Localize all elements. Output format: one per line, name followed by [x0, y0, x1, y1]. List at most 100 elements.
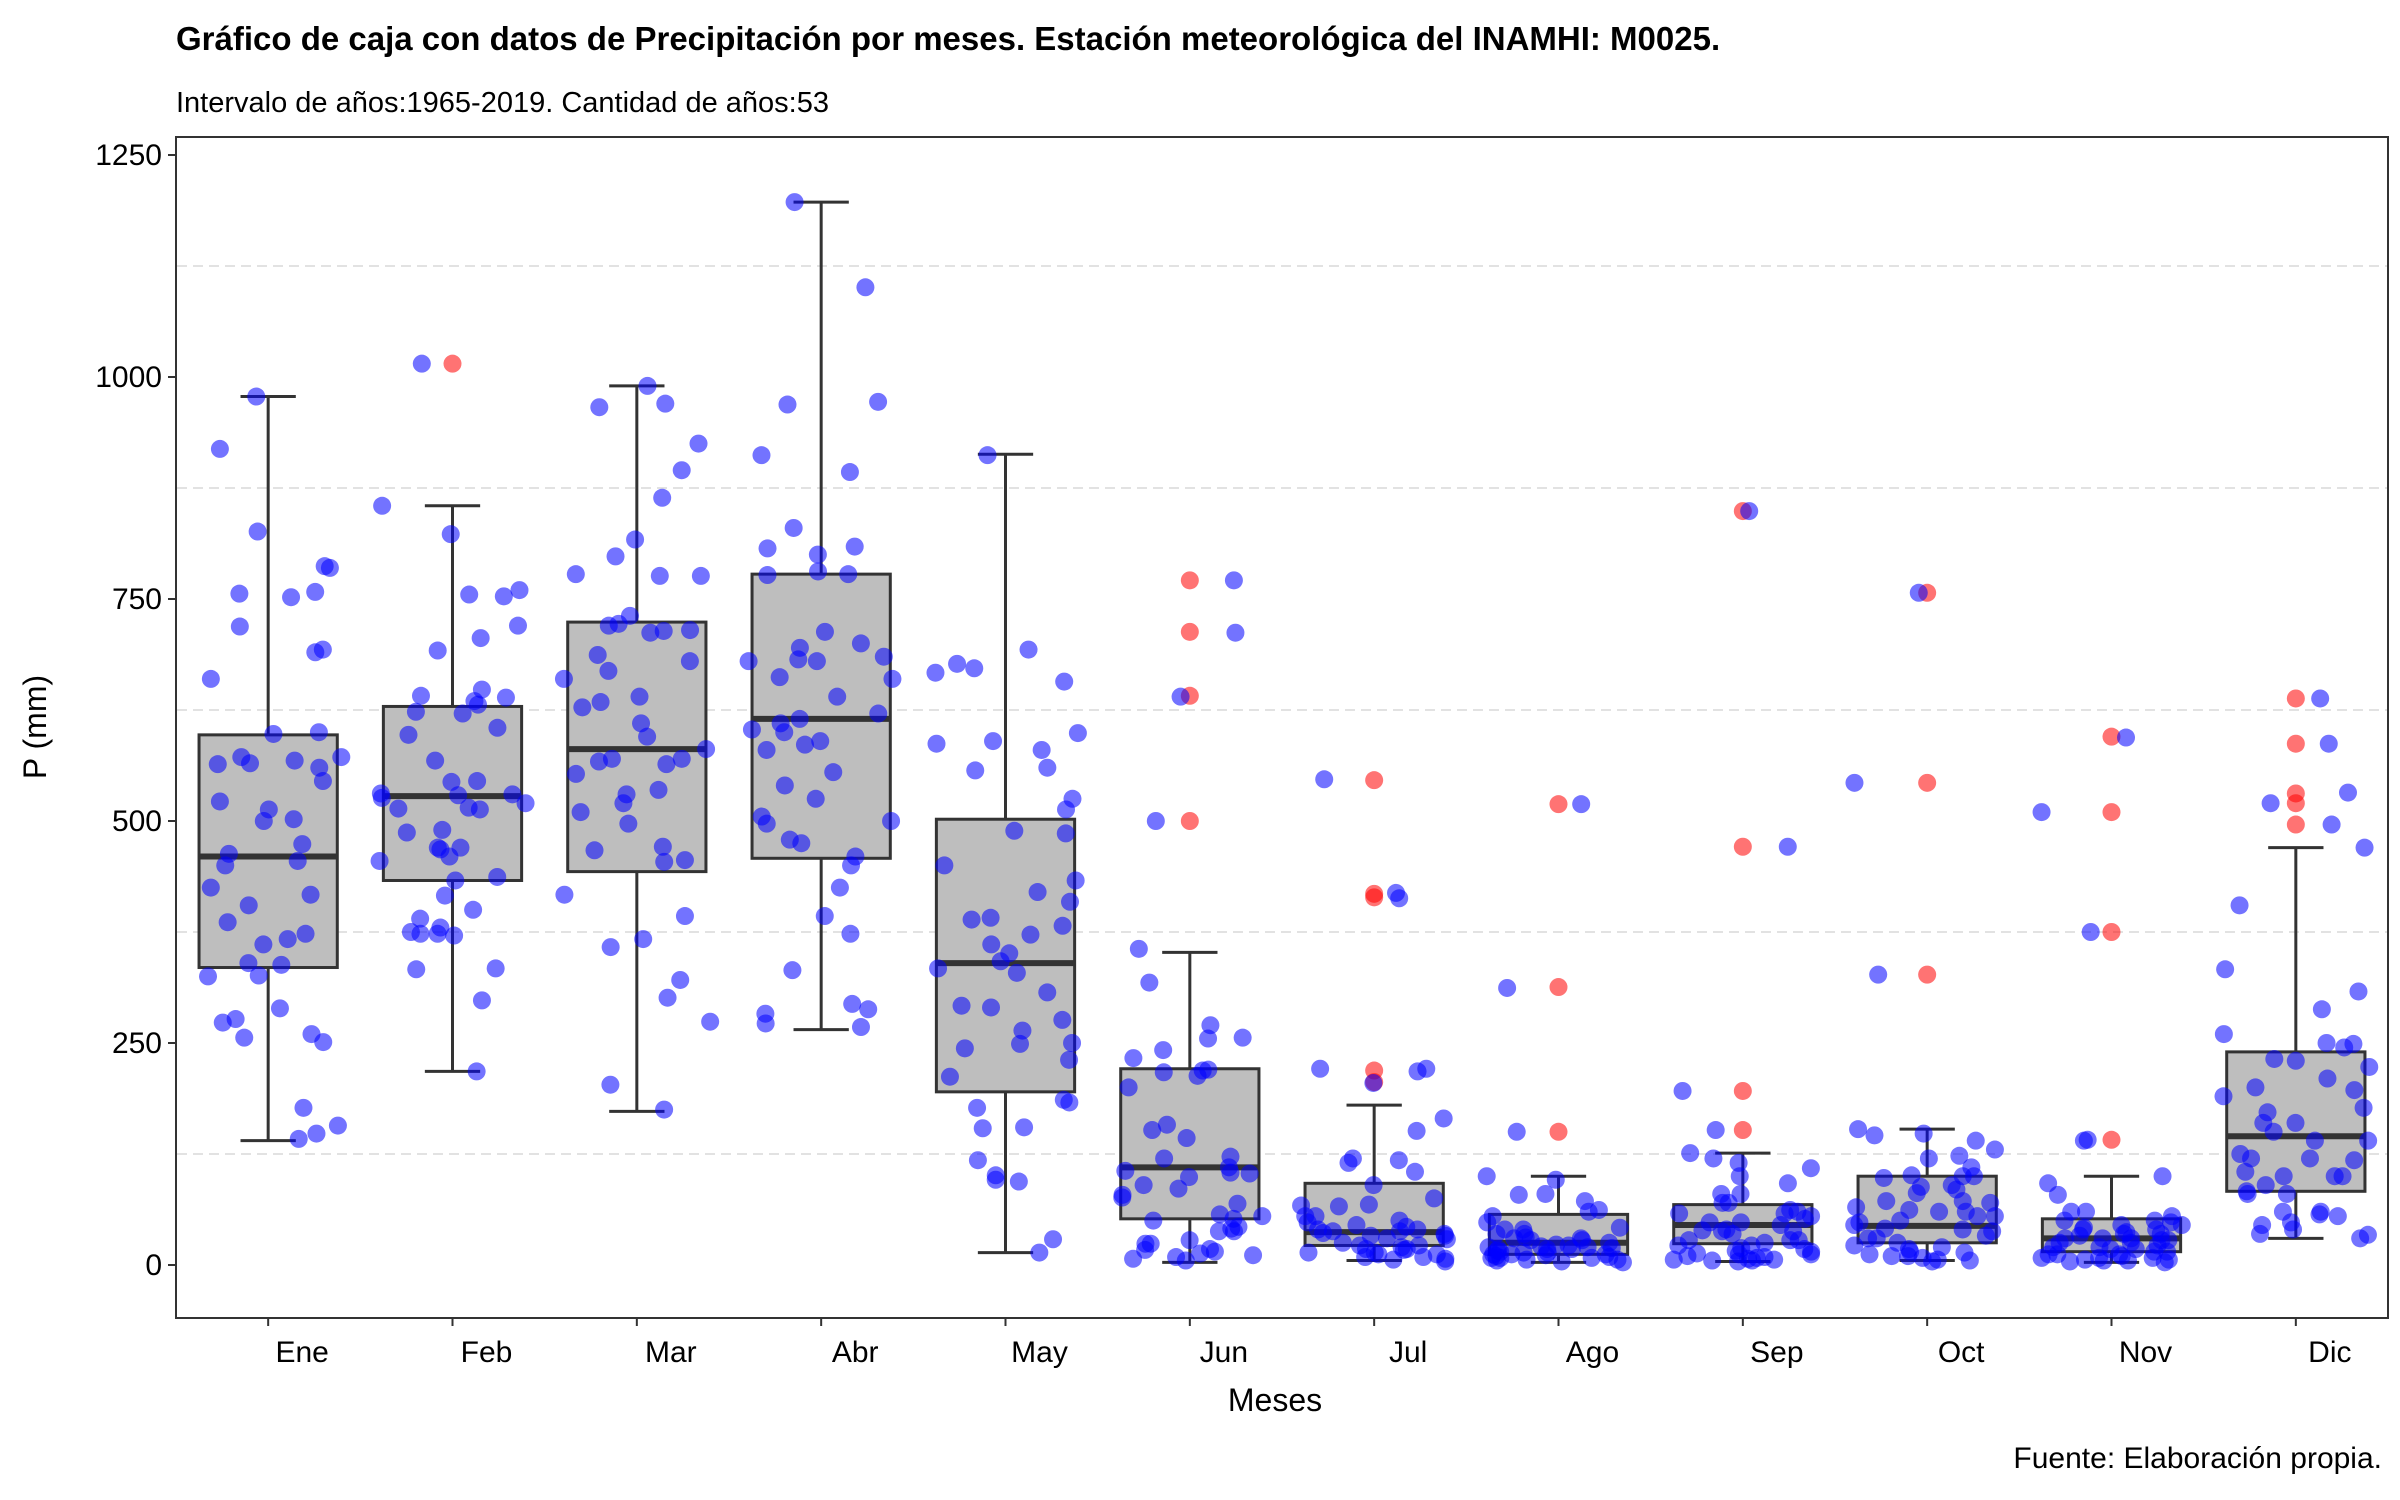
- data-point: [1434, 1109, 1453, 1128]
- data-point: [1867, 1229, 1886, 1248]
- data-point: [978, 446, 997, 465]
- data-point: [1136, 1240, 1155, 1259]
- data-point: [296, 924, 315, 943]
- data-point: [1845, 1236, 1864, 1255]
- data-point: [1205, 1242, 1224, 1261]
- data-point: [617, 785, 636, 804]
- data-point: [310, 758, 329, 777]
- data-point: [926, 663, 945, 682]
- data-point: [320, 558, 339, 577]
- data-point: [874, 647, 893, 666]
- data-point: [1610, 1218, 1629, 1237]
- grid-lines: [177, 265, 2387, 1155]
- data-point: [1143, 1121, 1162, 1140]
- data-point: [986, 1170, 1005, 1189]
- data-point: [790, 709, 809, 728]
- data-point: [1116, 1161, 1135, 1180]
- data-point: [846, 847, 865, 866]
- data-point: [1228, 1194, 1247, 1213]
- data-point: [1950, 1146, 1969, 1165]
- data-point: [839, 565, 858, 584]
- data-point: [1390, 889, 1409, 908]
- data-point: [1408, 1062, 1427, 1081]
- data-point: [2345, 1081, 2364, 1100]
- data-point: [284, 810, 303, 829]
- points-ago: [1477, 795, 1632, 1272]
- data-point: [828, 687, 847, 706]
- data-point: [1154, 1063, 1173, 1082]
- box-mar: [566, 384, 708, 1113]
- points-jul: [1292, 770, 1456, 1271]
- data-point: [2311, 689, 2330, 708]
- x-tick-label: Sep: [1750, 1336, 1803, 1369]
- x-tick-label: Ene: [275, 1336, 328, 1369]
- data-point: [307, 1124, 326, 1143]
- data-point: [1000, 944, 1019, 963]
- data-point: [588, 645, 607, 664]
- outlier-point: [1918, 965, 1937, 984]
- points-sep: [1664, 502, 1821, 1271]
- data-point: [955, 1039, 974, 1058]
- data-point: [293, 835, 312, 854]
- data-point: [445, 926, 464, 945]
- data-point: [2305, 1131, 2324, 1150]
- data-point: [2081, 923, 2100, 941]
- data-point: [510, 581, 529, 600]
- data-point: [428, 924, 447, 943]
- y-tick-label: 250: [112, 1027, 162, 1060]
- points-jun: [1113, 571, 1272, 1270]
- data-point: [2345, 1151, 2364, 1170]
- data-point: [566, 764, 585, 783]
- data-point: [571, 803, 590, 822]
- data-point: [488, 867, 507, 886]
- data-point: [1019, 640, 1038, 659]
- data-point: [1129, 939, 1148, 958]
- data-point: [2117, 728, 2136, 747]
- data-point: [689, 434, 708, 453]
- data-point: [1119, 1078, 1138, 1097]
- data-point: [496, 688, 515, 707]
- data-point: [370, 851, 389, 870]
- data-point: [809, 562, 828, 581]
- data-point: [948, 654, 967, 673]
- data-point: [1188, 1066, 1207, 1085]
- data-point: [1730, 1167, 1749, 1186]
- y-tick-label: 750: [112, 583, 162, 616]
- data-point: [599, 661, 618, 680]
- data-point: [657, 755, 676, 774]
- data-point: [982, 935, 1001, 954]
- data-point: [859, 1000, 878, 1019]
- outlier-point: [1180, 812, 1199, 830]
- data-point: [1311, 1059, 1330, 1078]
- data-point: [2238, 1184, 2257, 1203]
- outlier-point: [2286, 815, 2305, 834]
- data-point: [1477, 1167, 1496, 1186]
- data-point: [2032, 803, 2051, 822]
- data-point: [1578, 1238, 1597, 1257]
- data-point: [851, 1018, 870, 1037]
- data-point: [411, 909, 430, 928]
- points-oct: [1845, 583, 2004, 1271]
- data-point: [488, 718, 507, 737]
- data-point: [2261, 794, 2280, 813]
- data-point: [426, 751, 445, 770]
- data-point: [1536, 1184, 1555, 1203]
- data-point: [1157, 1115, 1176, 1134]
- data-point: [778, 395, 797, 414]
- data-point: [1347, 1216, 1366, 1235]
- data-point: [619, 814, 638, 833]
- data-point: [508, 616, 527, 635]
- data-point: [411, 686, 430, 705]
- data-point: [1224, 1222, 1243, 1241]
- data-point: [1013, 1021, 1032, 1040]
- data-point: [1845, 1216, 1864, 1235]
- data-point: [756, 1014, 775, 1033]
- data-point: [453, 704, 472, 723]
- data-point: [1038, 758, 1057, 777]
- data-point: [757, 740, 776, 759]
- data-point: [2246, 1078, 2265, 1097]
- data-point: [254, 935, 273, 954]
- data-point: [2277, 1184, 2296, 1203]
- data-point: [1154, 1041, 1173, 1060]
- data-point: [1679, 1231, 1698, 1250]
